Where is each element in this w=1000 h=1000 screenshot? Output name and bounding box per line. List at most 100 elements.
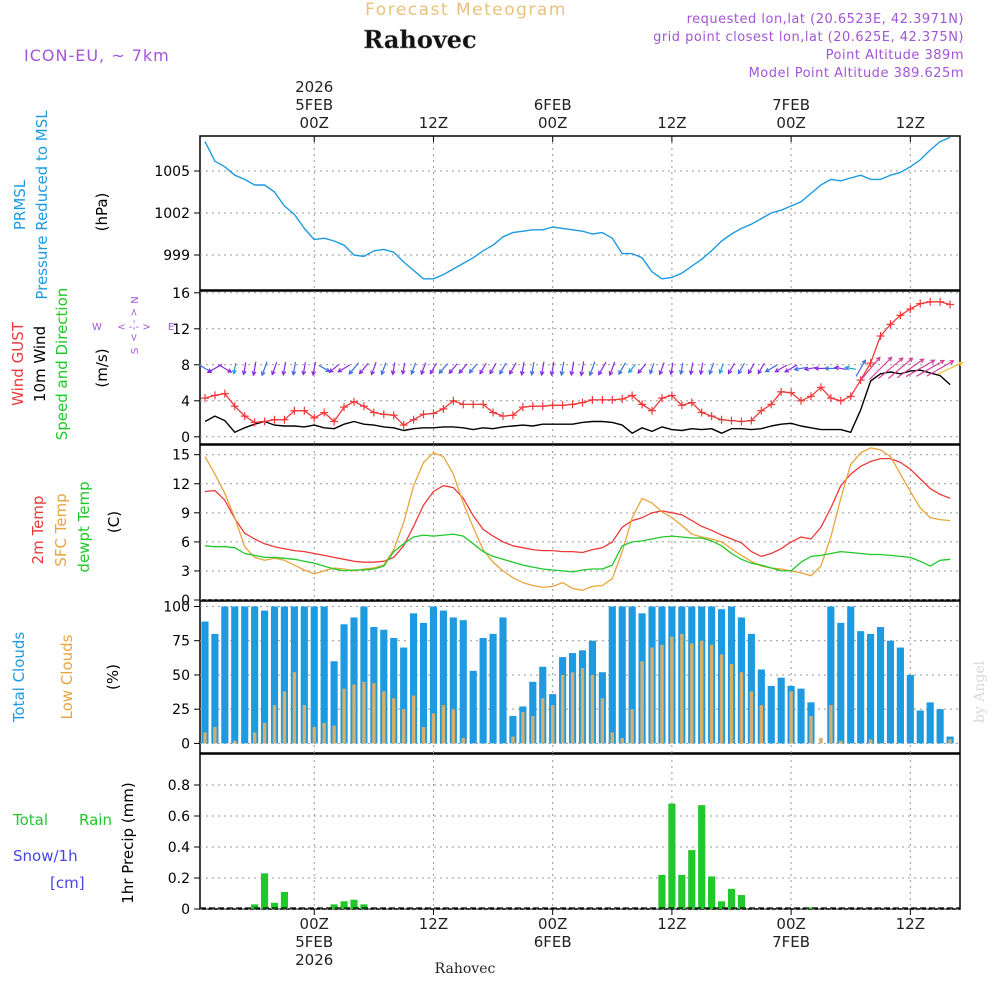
wind-direction-arrow <box>757 362 765 375</box>
arrow-head <box>559 371 565 377</box>
arrow-head <box>708 369 714 376</box>
wind-direction-arrow <box>698 362 704 376</box>
dewpt-temp-line <box>204 533 951 573</box>
wind-direction-arrow <box>860 356 881 380</box>
low-cloud-bar <box>233 740 237 744</box>
wind-10m-label: 10m Wind <box>31 326 49 402</box>
wind-direction-arrow <box>420 362 427 376</box>
wind-direction-arrow <box>281 361 287 376</box>
low-cloud-bar <box>511 736 515 744</box>
arrow-shaft <box>860 356 881 380</box>
wind-direction-arrow <box>747 363 755 375</box>
arrow-shaft <box>905 359 935 378</box>
compass-ew-arrow: < - - > <box>117 322 151 333</box>
compass-north: N <box>130 296 141 303</box>
total-cloud-bar <box>251 606 259 744</box>
arrow-shaft <box>261 361 268 376</box>
arrow-shaft <box>233 363 237 374</box>
snow-label: Snow/1h <box>13 847 78 865</box>
wind-direction-arrow <box>896 358 925 379</box>
wind-gust-marker <box>369 408 378 417</box>
total-cloud-bar <box>847 606 855 744</box>
arrow-head <box>774 368 780 373</box>
wind-ytick-label: 4 <box>181 394 190 410</box>
arrow-shaft <box>489 362 497 374</box>
low-cloud-bar <box>392 698 396 744</box>
arrow-shaft <box>896 358 924 379</box>
clouds-ytick-label: 100 <box>163 599 190 615</box>
wind-gust-marker <box>210 391 219 400</box>
wind-direction-arrow <box>380 362 387 376</box>
wind-gust-marker <box>240 412 249 421</box>
arrow-shaft <box>312 361 316 375</box>
wind-gust-marker <box>270 415 279 424</box>
clouds-ytick-label: 25 <box>172 702 190 718</box>
arrow-head <box>241 370 247 376</box>
speed-direction-label: Speed and Direction <box>53 288 71 441</box>
arrow-head <box>688 370 694 376</box>
arrow-shaft <box>757 362 765 374</box>
arrow-shaft <box>855 360 866 377</box>
wind-direction-arrow <box>926 360 955 377</box>
arrow-shaft <box>318 364 330 372</box>
wind-gust-marker <box>677 401 686 410</box>
wind-direction-arrow <box>370 362 377 376</box>
wind-gust-marker <box>250 418 259 427</box>
total-cloud-bar <box>390 637 398 744</box>
total-cloud-bar <box>231 606 239 744</box>
total-cloud-bar <box>400 647 408 744</box>
wind-direction-arrow <box>448 363 458 375</box>
arrow-shaft <box>765 364 778 373</box>
low-cloud-bar <box>431 713 436 744</box>
wind-direction-arrow <box>598 361 607 376</box>
rain-bar <box>280 891 289 909</box>
arrow-head <box>679 369 684 376</box>
arrow-shaft <box>359 362 369 374</box>
total-cloud-bar <box>330 661 338 744</box>
temperature-frame <box>199 444 961 601</box>
wind-direction-arrow <box>218 364 233 373</box>
arrow-shaft <box>794 366 808 371</box>
wind-gust-marker <box>757 406 766 415</box>
wind-gust-marker <box>707 412 716 421</box>
arrow-head <box>718 369 724 375</box>
wind-direction-arrow <box>539 361 545 377</box>
low-cloud-bar <box>282 691 287 744</box>
wind-direction-arrow <box>438 363 448 375</box>
wind-direction-arrow <box>549 361 555 377</box>
wind-ytick-label: 16 <box>172 286 190 302</box>
low-cloud-bar <box>332 725 336 744</box>
total-cloud-bar <box>241 606 249 744</box>
arrow-shaft <box>570 361 575 376</box>
wind-gust-marker <box>260 417 269 426</box>
low-cloud-bar <box>640 661 644 744</box>
wind-direction-arrow <box>855 359 866 377</box>
wind-direction-arrow <box>429 362 438 375</box>
low-cloud-bar <box>650 647 654 744</box>
total-cloud-bar <box>767 685 775 744</box>
wind-gust-marker <box>489 408 498 417</box>
arrow-head <box>727 369 733 375</box>
arrow-head <box>747 369 753 375</box>
wind-direction-arrow <box>348 362 360 375</box>
low-cloud-bar <box>441 705 446 744</box>
temp-2m-label: 2m Temp <box>29 496 47 565</box>
wind-direction-arrow <box>579 361 585 377</box>
top-axis-label: 5FEB <box>295 96 333 114</box>
arrow-shaft <box>670 362 674 375</box>
bottom-axis-label: 2026 <box>295 951 333 969</box>
low-cloud-bar <box>690 643 694 744</box>
wind-gust-line <box>204 301 951 426</box>
rain-bar <box>668 803 676 909</box>
wind-gust-marker <box>598 395 607 404</box>
low-clouds-label: Low Clouds <box>58 634 76 719</box>
wind-gust-marker <box>816 383 825 392</box>
total-cloud-bar <box>449 617 457 744</box>
total-cloud-bar <box>618 606 626 744</box>
low-cloud-bar <box>292 672 297 744</box>
arrow-head <box>648 369 654 375</box>
bottom-axis-label: 6FEB <box>534 933 572 951</box>
wind-gust-marker <box>558 401 567 410</box>
temperature-ytick-label: 15 <box>172 448 190 464</box>
